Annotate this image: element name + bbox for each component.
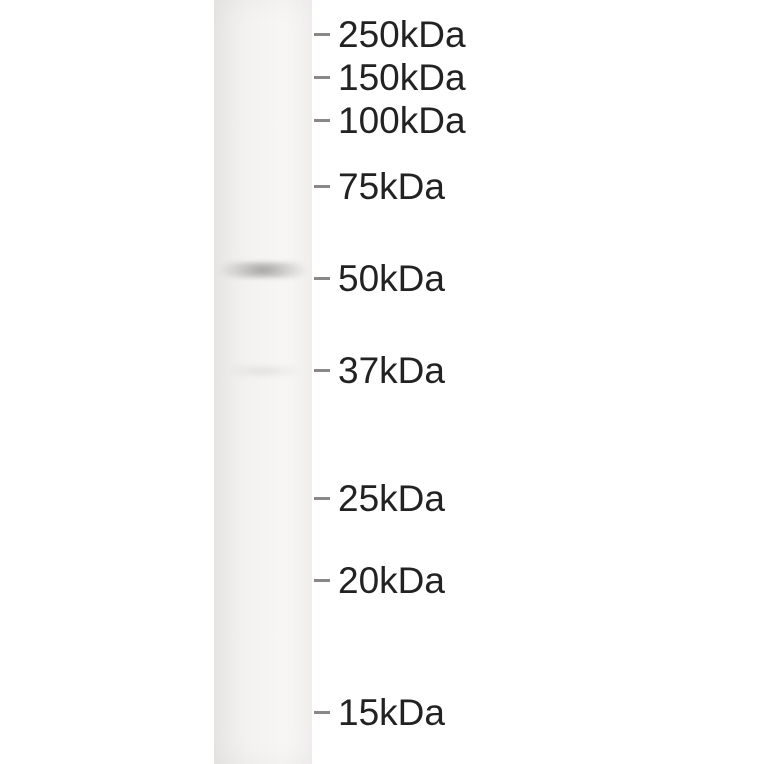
- label-15kda: 15kDa: [338, 692, 445, 734]
- tick-50kda: [314, 277, 330, 280]
- tick-20kda: [314, 579, 330, 582]
- label-20kda: 20kDa: [338, 560, 445, 602]
- tick-37kda: [314, 369, 330, 372]
- tick-100kda: [314, 119, 330, 122]
- label-25kda: 25kDa: [338, 478, 445, 520]
- main-band-50kda: [216, 262, 310, 278]
- tick-150kda: [314, 76, 330, 79]
- label-100kda: 100kDa: [338, 100, 466, 142]
- blot-lane: [214, 0, 312, 764]
- faint-band-37kda: [222, 366, 304, 376]
- label-37kda: 37kDa: [338, 350, 445, 392]
- label-50kda: 50kDa: [338, 258, 445, 300]
- tick-25kda: [314, 497, 330, 500]
- label-150kda: 150kDa: [338, 57, 466, 99]
- tick-250kda: [314, 33, 330, 36]
- label-250kda: 250kDa: [338, 14, 466, 56]
- tick-15kda: [314, 711, 330, 714]
- blot-container: { "figure": { "type": "western-blot", "c…: [0, 0, 764, 764]
- tick-75kda: [314, 185, 330, 188]
- label-75kda: 75kDa: [338, 166, 445, 208]
